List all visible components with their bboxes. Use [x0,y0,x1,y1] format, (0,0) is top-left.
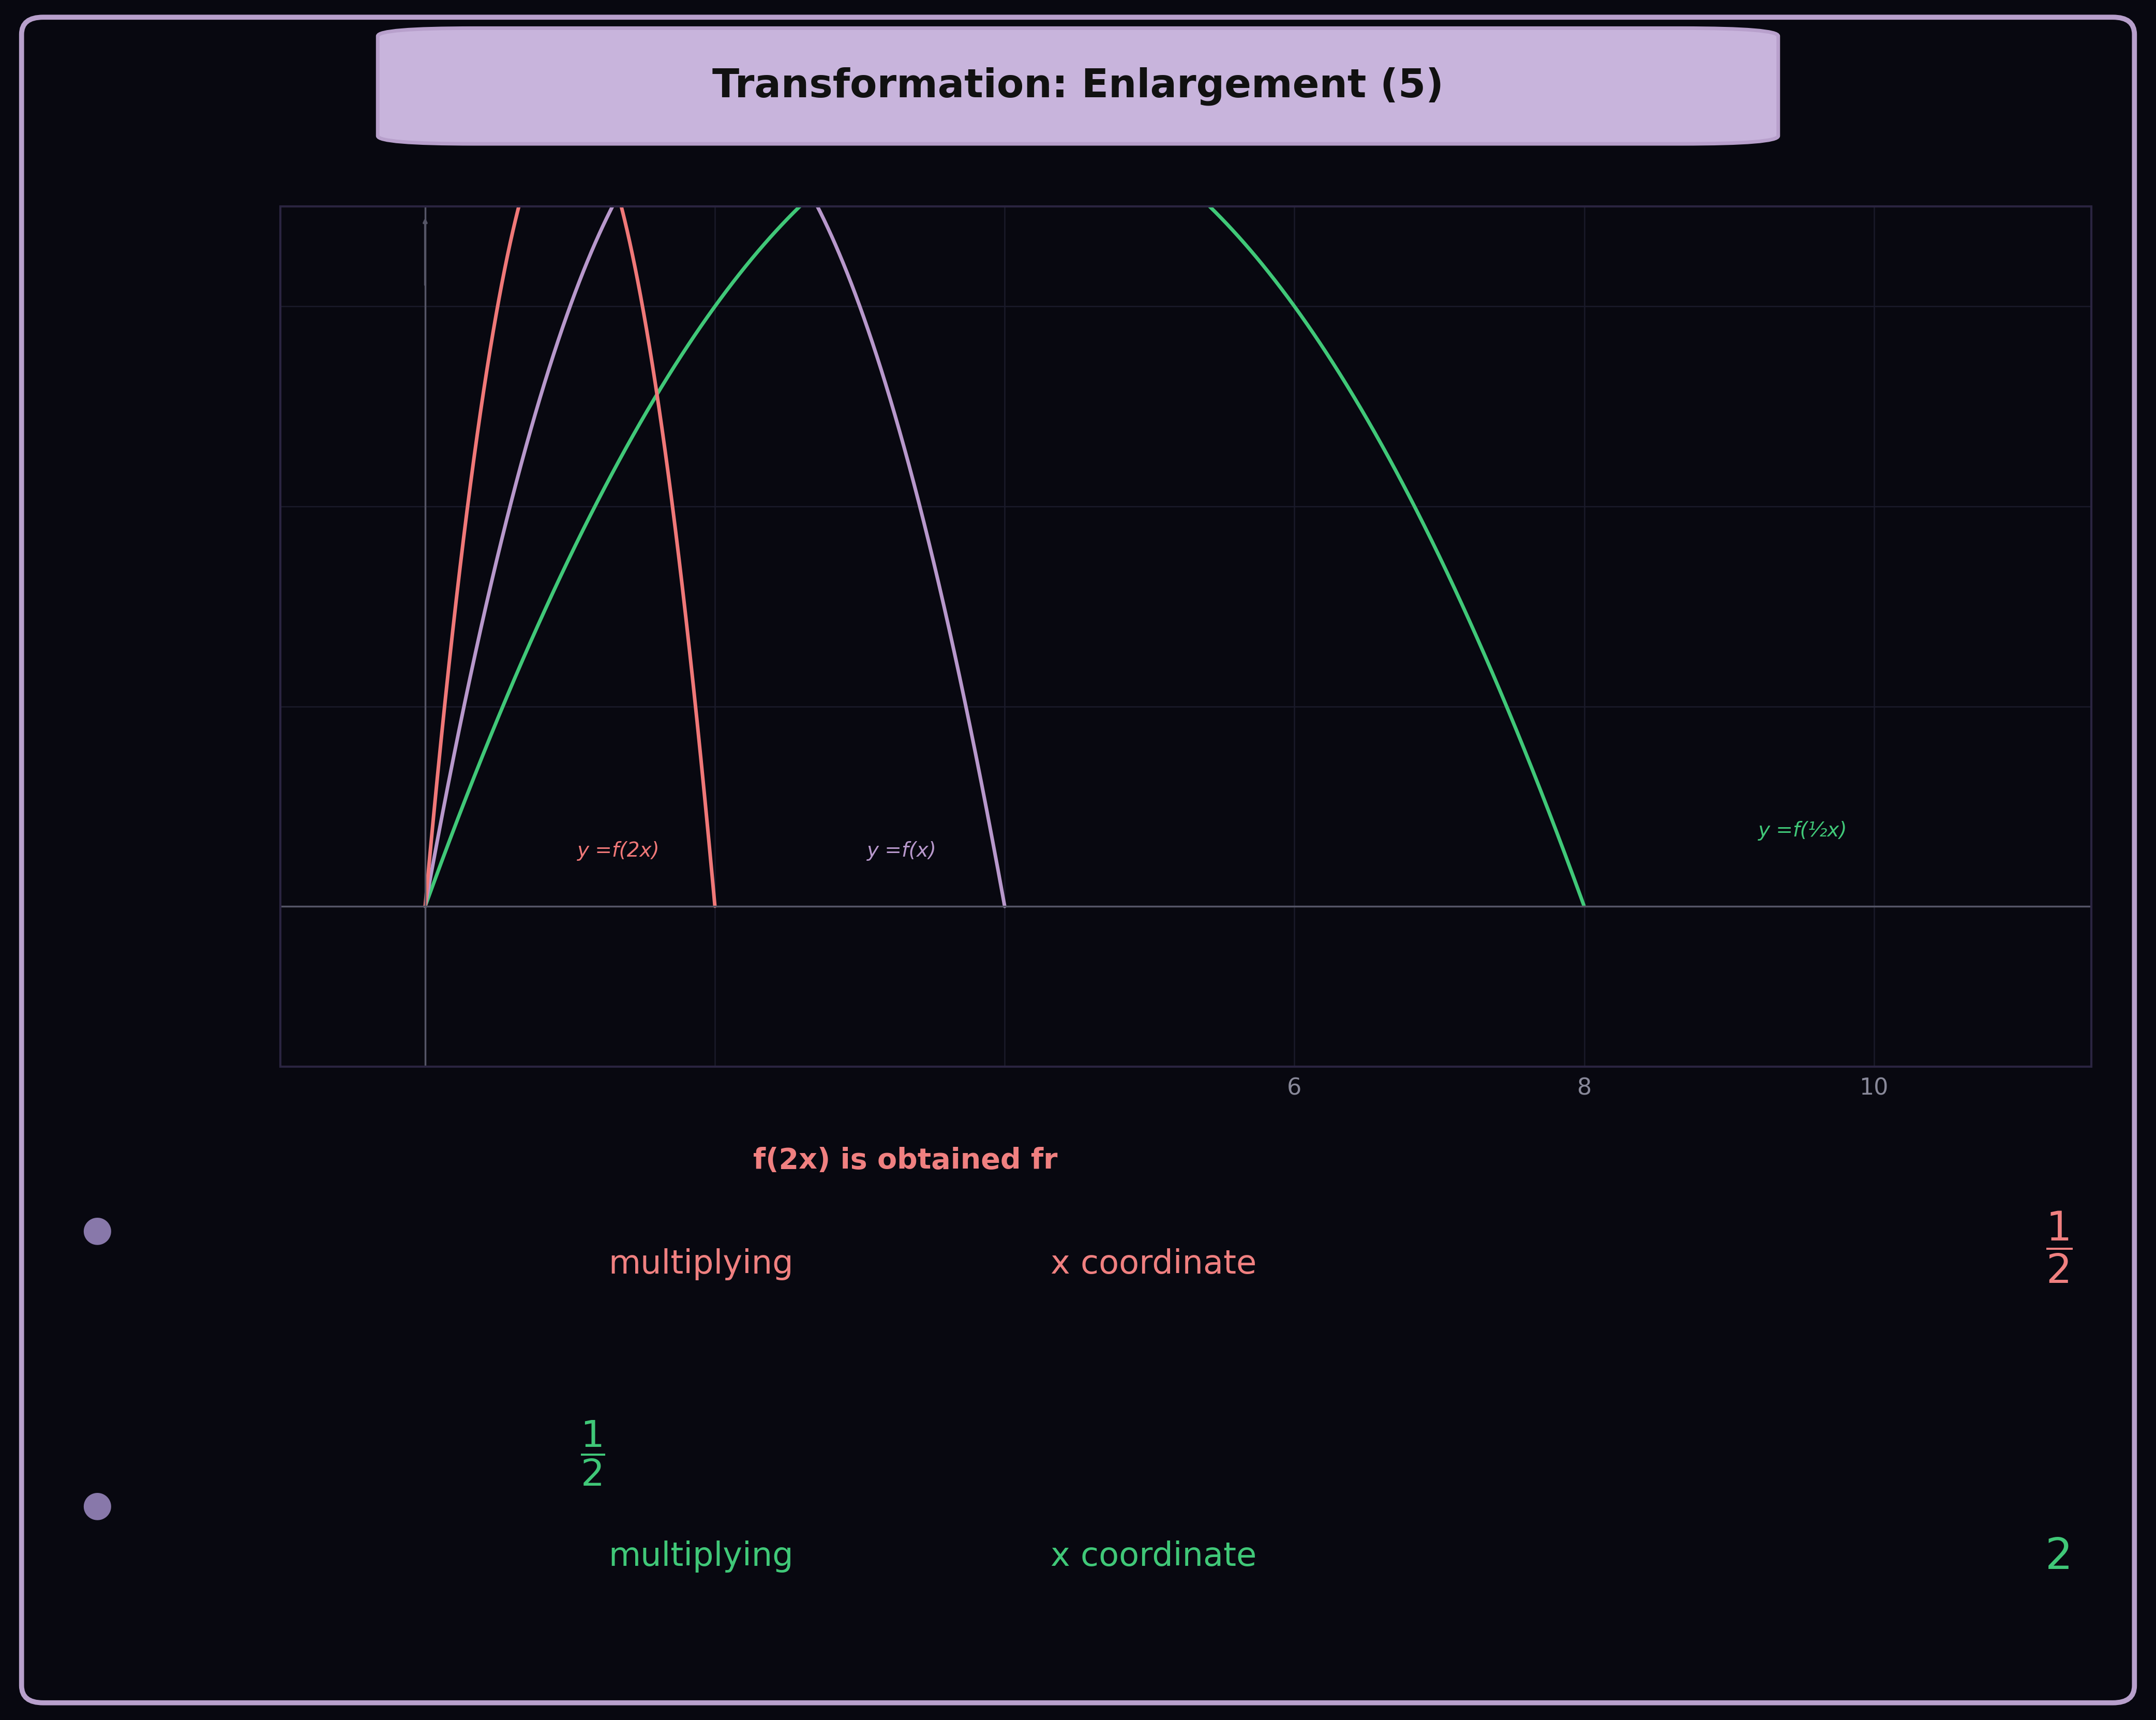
Text: x coordinate: x coordinate [1050,1249,1257,1280]
Text: ●: ● [82,1488,112,1522]
Text: f(2x) is obtained fr: f(2x) is obtained fr [752,1147,1059,1175]
Text: $\dfrac{1}{2}$: $\dfrac{1}{2}$ [580,1419,606,1488]
Text: multiplying: multiplying [608,1249,793,1280]
FancyBboxPatch shape [377,28,1779,144]
Text: y =f(x): y =f(x) [867,841,938,860]
Text: x coordinate: x coordinate [1050,1541,1257,1572]
Text: 2: 2 [2046,1536,2072,1577]
Text: $\dfrac{1}{2}$: $\dfrac{1}{2}$ [2046,1209,2072,1285]
Text: Transformation: Enlargement (5): Transformation: Enlargement (5) [711,67,1445,105]
Text: y =f(2x): y =f(2x) [578,841,660,860]
Text: ●: ● [82,1213,112,1247]
Text: multiplying: multiplying [608,1541,793,1572]
Text: y =f(½x): y =f(½x) [1757,820,1848,841]
